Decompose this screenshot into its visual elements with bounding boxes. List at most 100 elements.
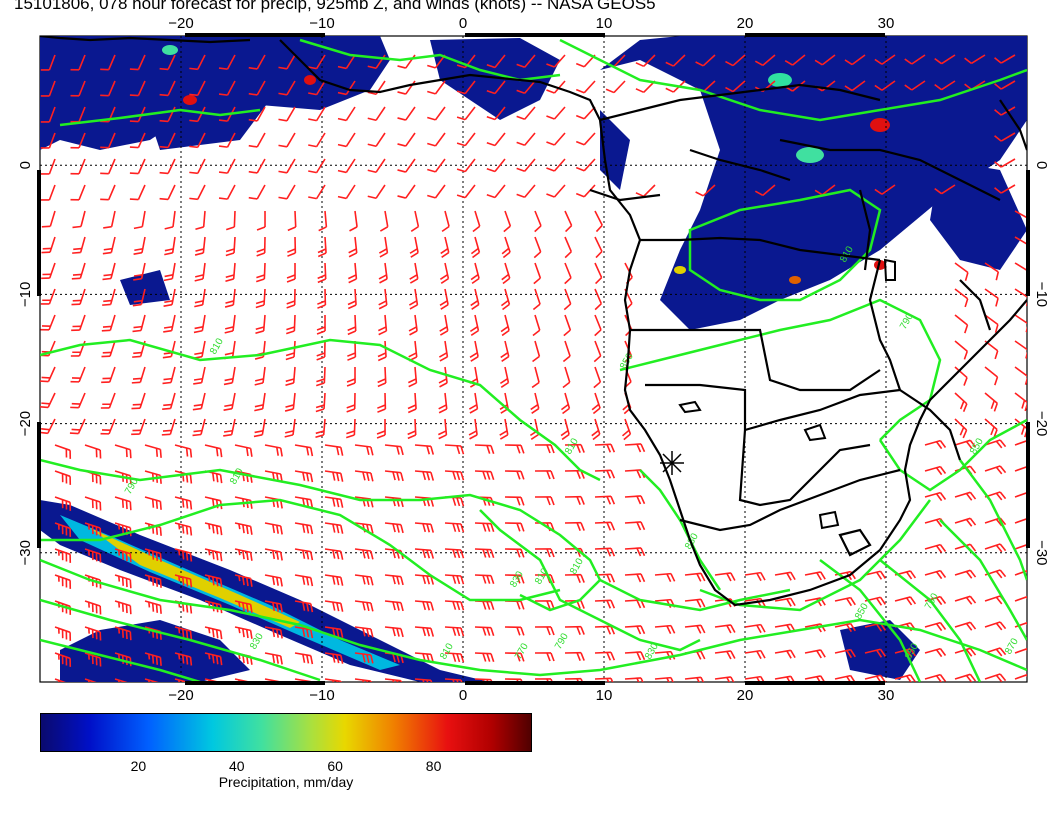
wind-barb	[204, 678, 221, 682]
wind-barb	[100, 184, 116, 201]
wind-barb	[384, 600, 404, 612]
wind-barb	[563, 288, 572, 311]
wind-barb	[354, 678, 374, 682]
wind-barb	[534, 626, 555, 636]
wind-barb	[129, 158, 146, 175]
wind-barb	[40, 132, 56, 149]
wind-barb	[347, 288, 357, 310]
wind-barb	[546, 106, 566, 120]
wind-barb	[264, 522, 283, 535]
wind-barb	[193, 366, 206, 385]
wind-barb	[784, 54, 806, 66]
wind-barb	[499, 418, 509, 440]
wind-barb	[163, 262, 176, 282]
wind-barb	[84, 652, 102, 667]
wind-barb	[414, 522, 435, 533]
wind-barb	[1014, 366, 1027, 385]
wind-barb	[131, 418, 146, 436]
wind-barb	[159, 80, 176, 97]
wind-barb	[456, 158, 476, 173]
wind-barb	[189, 80, 206, 97]
wind-barb	[438, 340, 449, 362]
wind-barb	[248, 184, 266, 200]
wind-barb	[532, 340, 541, 363]
wind-barb	[223, 366, 236, 386]
wind-barb	[204, 522, 223, 536]
wind-barb	[255, 262, 266, 283]
wind-barb	[456, 184, 476, 199]
wind-barb	[54, 444, 72, 459]
wind-barb	[486, 54, 506, 69]
wind-barb	[744, 571, 766, 582]
wind-barb	[285, 366, 296, 387]
wind-barb	[354, 652, 374, 664]
wind-barb	[954, 418, 968, 439]
wind-barb	[591, 392, 601, 415]
wind-barb	[744, 649, 766, 660]
wind-barb	[72, 210, 86, 229]
wind-barb	[516, 184, 536, 198]
wind-barb	[40, 392, 56, 409]
wind-barb	[564, 236, 573, 259]
wind-barb	[346, 418, 356, 439]
wind-barb	[41, 210, 56, 228]
wind-barb	[624, 573, 646, 583]
wind-barb	[934, 80, 956, 91]
wind-barb	[204, 626, 223, 640]
wind-barb	[346, 366, 356, 387]
wind-barb	[278, 184, 296, 200]
wind-barb	[54, 574, 72, 589]
wind-barb	[253, 418, 266, 438]
wind-barb	[624, 547, 646, 557]
wind-barb	[337, 54, 356, 70]
wind-barb	[308, 54, 326, 70]
precipitation-layer	[40, 36, 1027, 682]
wind-barb	[725, 54, 746, 67]
wind-barb	[503, 210, 512, 233]
wind-barb	[924, 465, 947, 476]
wind-barb	[69, 418, 86, 435]
wind-barb	[101, 366, 116, 384]
wind-barb	[486, 184, 506, 199]
wind-barb	[114, 444, 132, 459]
lat-tick-label: −20	[1033, 411, 1050, 436]
wind-barb	[563, 314, 572, 337]
wind-barb	[367, 184, 386, 200]
map-title: 15101806, 078 hour forecast for precip, …	[14, 0, 656, 13]
wind-barb	[564, 262, 572, 285]
wind-barb	[575, 132, 596, 146]
lat-tick-label: −30	[17, 540, 34, 565]
wind-barb	[774, 571, 796, 581]
wind-barb	[924, 491, 947, 502]
wind-barb	[924, 569, 947, 580]
wind-barb	[384, 678, 404, 682]
wind-barb	[470, 236, 481, 259]
wind-barb	[864, 648, 887, 658]
lon-tick-label: 20	[737, 15, 754, 32]
wind-barb	[472, 210, 481, 233]
wind-barb	[225, 236, 236, 257]
wind-barb	[1014, 542, 1027, 553]
wind-barb	[954, 569, 977, 579]
wind-barb	[317, 262, 327, 284]
wind-barb	[195, 210, 206, 231]
wind-barb	[516, 80, 536, 94]
wind-barb	[774, 649, 796, 659]
wind-barb	[924, 621, 947, 632]
lon-tick-label: 30	[878, 687, 895, 700]
wind-barb	[264, 548, 283, 561]
wind-barb	[294, 626, 314, 639]
wind-barb	[695, 54, 716, 67]
wind-barb	[354, 574, 374, 586]
wind-barb	[324, 652, 344, 664]
wind-barb	[285, 340, 296, 361]
wind-barb	[954, 288, 969, 308]
wind-barb	[384, 626, 404, 638]
wind-barb	[354, 600, 374, 612]
wind-barb	[924, 439, 947, 450]
wind-barb	[285, 314, 296, 335]
wind-barb	[84, 444, 102, 459]
wind-barb	[144, 444, 162, 458]
wind-barb	[102, 288, 116, 306]
wind-barb	[234, 574, 253, 587]
